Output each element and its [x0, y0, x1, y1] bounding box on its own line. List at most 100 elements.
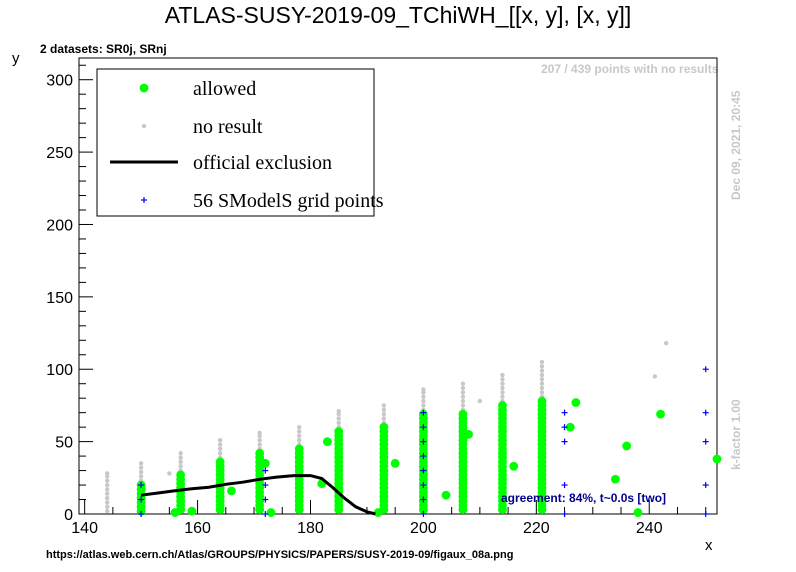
no-result-point [539, 364, 545, 369]
no-result-point [105, 495, 110, 501]
axes-frame [78, 57, 718, 515]
no-result-point [539, 381, 545, 386]
no-result-point [652, 374, 658, 379]
legend-box [96, 68, 375, 217]
no-result-point [336, 420, 341, 425]
allowed-point [464, 429, 473, 439]
plot-frame [78, 57, 718, 515]
legend-label: 56 SModelS grid points [193, 190, 384, 212]
grid-point [262, 511, 269, 517]
y-tick-label: 300 [46, 73, 73, 90]
allowed-point [656, 409, 665, 419]
grid-point [420, 482, 427, 489]
legend-allowed-marker [139, 83, 149, 93]
allowed-point [498, 401, 507, 410]
data-layer [105, 340, 722, 517]
grid-point [561, 409, 568, 416]
no-result-point [539, 359, 545, 365]
no-result-point [460, 381, 466, 386]
allowed-point [176, 470, 186, 480]
no-result-point [500, 390, 505, 395]
grid-point [420, 438, 427, 445]
allowed-point [441, 490, 451, 500]
no-result-point [257, 430, 262, 436]
allowed-point [390, 458, 400, 468]
no-result-point [421, 394, 426, 399]
no-result-point [500, 385, 505, 391]
no-result-point [167, 471, 172, 476]
y-tick-label: 100 [46, 362, 73, 379]
allowed-point [266, 508, 276, 517]
x-tick-label: 160 [184, 520, 211, 537]
no-result-point [663, 340, 669, 346]
allowed-point [294, 444, 304, 454]
no-result-point [178, 459, 183, 465]
grid-point [262, 496, 269, 503]
no-result-point [105, 482, 110, 488]
no-result-point [460, 394, 466, 399]
grid-point [420, 467, 427, 474]
no-result-point [539, 390, 545, 395]
grid-point [138, 496, 145, 503]
no-result-point [500, 372, 505, 378]
allowed-point [565, 422, 575, 432]
no-result-point [105, 471, 110, 476]
allowed-point [622, 441, 632, 451]
no-result-point [500, 394, 505, 399]
no-result-point [178, 464, 183, 469]
no-result-point [105, 504, 110, 509]
allowed-point [571, 398, 581, 407]
no-result-point [296, 437, 302, 443]
grid-point [262, 467, 269, 474]
grid-point [561, 424, 568, 431]
no-result-point [539, 368, 545, 373]
x-tick-label: 240 [636, 520, 663, 537]
no-result-point [296, 429, 302, 434]
no-result-point [336, 416, 341, 421]
allowed-point [260, 458, 270, 468]
allowed-point [187, 506, 197, 516]
no-result-point [217, 451, 223, 456]
grid-point [138, 482, 145, 489]
grid-point [702, 438, 709, 445]
no-result-point [105, 478, 110, 483]
legend-label: allowed [193, 78, 256, 100]
no-result-point [381, 411, 387, 417]
no-result-point [381, 416, 387, 421]
no-result-point [296, 424, 302, 430]
chart-title: ATLAS-SUSY-2019-09_TChiWH_[[x, y], [x, y… [164, 2, 632, 28]
no-result-point [336, 409, 341, 414]
grid-point [138, 511, 145, 517]
y-tick-label: 50 [55, 435, 73, 452]
no-result-point [138, 461, 144, 466]
grid-point [420, 496, 427, 503]
grid-point [702, 409, 709, 416]
y-tick-label: 0 [64, 507, 73, 524]
no-result-point [257, 442, 262, 447]
legend-label: no result [193, 116, 263, 138]
grid-point [420, 453, 427, 460]
grid-point [561, 511, 568, 517]
x-tick-label: 180 [297, 520, 324, 537]
no-result-point [460, 398, 466, 404]
no-result-point [381, 403, 387, 408]
no-result-point [539, 377, 545, 382]
no-result-point [217, 437, 223, 443]
no-result-point [477, 398, 483, 404]
no-result-point [217, 442, 223, 447]
source-url: https://atlas.web.cern.ch/Atlas/GROUPS/P… [46, 549, 514, 561]
no-result-point [460, 403, 466, 408]
x-tick-label: 220 [523, 520, 550, 537]
agreement-note: agreement: 84%, t~0.0s [two] [501, 491, 667, 505]
allowed-point [334, 427, 344, 436]
axis-ticks: 140 160 180 200 220 240 0 50 100 150 200 250 300 [46, 64, 707, 537]
no-result-point [105, 487, 110, 492]
allowed-point [255, 448, 265, 458]
no-result-point [296, 433, 302, 439]
no-result-point [500, 377, 505, 382]
no-result-point [138, 474, 144, 479]
grid-point [262, 482, 269, 489]
legend: allowed no result official exclusion 56 SMo… [96, 68, 384, 217]
no-result-point [178, 455, 183, 460]
